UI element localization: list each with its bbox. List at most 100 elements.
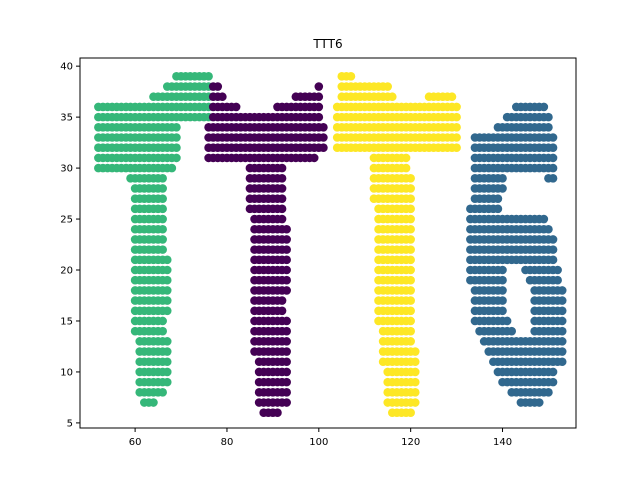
scatter-point [282,235,291,244]
scatter-point [493,204,503,214]
scatter-point [282,245,291,254]
scatter-point [277,296,287,305]
scatter-point [149,398,158,407]
scatter-point [172,133,181,142]
scatter-point [406,194,415,203]
scatter-point [158,194,167,203]
scatter-point [548,163,558,173]
scatter-point [282,357,291,367]
scatter-point [553,275,562,285]
scatter-point [557,337,567,346]
scatter-point [277,306,287,316]
scatter-point [548,245,558,254]
chart-title: TTT6 [312,37,342,51]
scatter-point [282,275,291,285]
scatter-point [319,143,328,152]
scatter-point [282,224,291,234]
scatter-point [158,316,167,326]
scatter-point [406,235,415,244]
scatter-point [498,296,507,305]
scatter-point [319,123,328,132]
scatter-point [158,235,167,244]
scatter-point [162,306,172,316]
scatter-point [401,163,411,173]
scatter-point [406,306,415,316]
scatter-point [158,326,167,336]
scatter-point [158,224,167,234]
scatter-point [406,173,415,183]
scatter-point [162,337,172,346]
scatter-point [406,316,415,326]
x-tick-label: 100 [309,437,328,448]
scatter-point [548,173,558,183]
scatter-point [162,296,172,305]
scatter-point [162,265,172,275]
scatter-point [158,388,167,397]
scatter-point [277,173,287,183]
scatter-point [410,357,420,367]
scatter-point [282,265,291,275]
scatter-point [557,347,567,356]
scatter-point [282,286,291,295]
scatter-point [162,275,172,285]
scatter-point [383,82,393,91]
scatter-point [282,326,291,336]
scatter-point [172,123,181,132]
y-tick-label: 5 [67,418,73,429]
scatter-point [172,153,181,163]
y-axis: 5 10 15 20 25 30 35 40 [60,62,80,429]
scatter-point [410,347,420,356]
scatter-point [548,235,558,244]
scatter-point [277,163,287,173]
scatter-point [548,367,558,377]
scatter-point [406,296,415,305]
scatter-point [447,92,457,102]
scatter-point [539,102,549,112]
scatter-point [346,72,356,81]
scatter-point [544,224,553,234]
scatter-point [158,214,167,224]
scatter-point [406,214,415,224]
scatter-point [282,316,291,326]
scatter-point [498,286,507,295]
scatter-point [557,286,567,295]
scatter-point [162,357,172,367]
scatter-point [544,112,553,122]
scatter-point [406,408,415,418]
scatter-point [410,377,420,387]
scatter-point [401,153,411,163]
scatter-point [539,214,549,224]
scatter-point [273,408,282,418]
scatter-point [277,214,287,224]
scatter-marks [94,72,567,418]
scatter-point [406,275,415,285]
scatter-point [410,367,420,377]
scatter-point [309,153,319,163]
scatter-point [162,347,172,356]
scatter-point [557,296,567,305]
scatter-point [282,367,291,377]
scatter-point [452,133,461,142]
scatter-point [544,123,553,132]
scatter-point [406,224,415,234]
scatter-point [557,357,567,367]
scatter-point [314,92,324,102]
scatter-point [277,194,287,203]
scatter-point [498,173,507,183]
scatter-point [452,102,461,112]
scatter-point [406,337,415,346]
scatter-point [314,102,324,112]
scatter-point [452,112,461,122]
scatter-point [406,265,415,275]
scatter-point [204,72,213,81]
scatter-point [172,143,181,152]
y-tick-label: 10 [60,367,73,378]
scatter-point [319,133,328,142]
scatter-point [314,82,324,91]
scatter-point [557,306,567,316]
y-tick-label: 40 [60,62,73,73]
scatter-point [282,398,291,407]
scatter-point [507,326,516,336]
scatter-point [493,194,503,203]
scatter-point [410,388,420,397]
